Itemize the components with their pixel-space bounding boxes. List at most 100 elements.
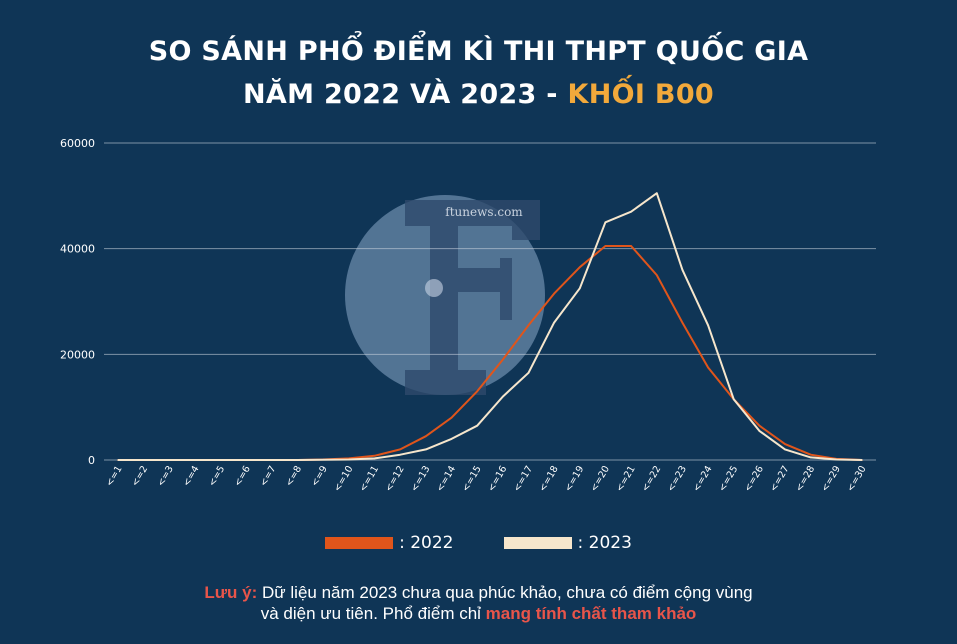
data-point-2023 (502, 395, 504, 398)
y-tick-label: 40000 (60, 243, 95, 256)
x-tick-label: <=10 (332, 464, 356, 494)
y-tick-label: 0 (88, 454, 95, 467)
data-point-2022 (399, 448, 402, 451)
note-label: Lưu ý: (204, 583, 258, 602)
series-line-2023 (118, 192, 863, 461)
x-tick-label: <=27 (768, 464, 792, 494)
data-point-2023 (784, 448, 786, 451)
legend-label-2022: : 2022 (399, 533, 454, 553)
data-point-2023 (707, 324, 709, 327)
x-tick-label: <=24 (691, 464, 715, 494)
data-point-2022 (373, 454, 376, 457)
data-point-2022 (681, 321, 684, 324)
x-tick-label: <=8 (284, 464, 305, 489)
x-tick-label: <=1 (104, 464, 125, 489)
data-point-2023 (322, 458, 325, 461)
x-tick-label: <=17 (512, 464, 536, 494)
data-point-2023 (835, 458, 838, 461)
x-tick-label: <=3 (155, 464, 176, 489)
data-point-2022 (758, 424, 761, 427)
data-point-2023 (630, 210, 632, 213)
data-point-2023 (681, 269, 684, 271)
x-tick-label: <=12 (383, 464, 407, 494)
x-axis: <=1 <=2 <=3 <=4 <=5 <=6 <=7 <=8 <=9 <=10 <=11 <=12 <… (104, 464, 869, 494)
data-point-2023 (655, 192, 658, 194)
data-point-2023 (399, 453, 402, 456)
legend-label-2023: : 2023 (577, 533, 632, 553)
x-tick-label: <=26 (742, 464, 766, 494)
data-point-2022 (476, 390, 478, 393)
x-tick-label: <=15 (460, 464, 484, 494)
y-tick-label: 60000 (60, 137, 95, 150)
x-tick-label: <=7 (258, 464, 279, 489)
data-point-2023 (476, 424, 478, 427)
series-lines (117, 192, 863, 461)
x-tick-label: <=20 (589, 464, 613, 494)
data-point-2022 (578, 266, 581, 268)
data-point-2023 (373, 457, 376, 460)
data-point-2023 (168, 459, 171, 461)
watermark-logo: ftunews.com (345, 195, 545, 395)
x-tick-label: <=5 (207, 464, 228, 489)
data-point-2023 (425, 448, 427, 451)
note-highlight: mang tính chất tham khảo (485, 604, 697, 623)
data-point-2023 (194, 459, 196, 461)
x-tick-label: <=30 (845, 464, 869, 494)
x-tick-label: <=22 (640, 464, 664, 494)
data-point-2022 (502, 358, 504, 361)
data-point-2022 (655, 274, 658, 276)
data-point-2023 (296, 459, 299, 461)
x-tick-label: <=2 (130, 464, 151, 489)
chart-title-line1: SO SÁNH PHỔ ĐIỂM KÌ THI THPT QUỐC GIA (148, 36, 809, 67)
data-point-2023 (527, 372, 530, 374)
data-point-2022 (425, 435, 427, 438)
data-point-2022 (450, 416, 453, 419)
data-point-2023 (758, 430, 761, 432)
x-tick-label: <=14 (435, 464, 459, 494)
data-point-2023 (219, 459, 222, 461)
data-point-2023 (604, 221, 607, 224)
y-tick-label: 20000 (60, 348, 95, 361)
title-highlight: KHỐI B00 (567, 79, 714, 110)
watermark-text: ftunews.com (445, 205, 523, 219)
note-text2: và diện ưu tiên. Phổ điểm chỉ (260, 604, 486, 623)
data-point-2023 (861, 459, 863, 461)
x-tick-label: <=28 (794, 464, 818, 494)
data-point-2022 (553, 292, 555, 295)
x-tick-label: <=9 (309, 464, 330, 489)
note-text1: Dữ liệu năm 2023 chưa qua phúc khảo, chư… (257, 583, 753, 602)
chart-title-line2: NĂM 2022 VÀ 2023 - KHỐI B00 (0, 79, 957, 110)
legend-item-2022: : 2022 (325, 533, 454, 553)
note-line2: và diện ưu tiên. Phổ điểm chỉ mang tính … (0, 603, 957, 624)
data-point-2023 (348, 458, 350, 461)
legend-item-2023: : 2023 (503, 533, 632, 553)
x-tick-label: <=6 (232, 464, 253, 489)
data-point-2022 (604, 245, 607, 247)
x-tick-label: <=23 (665, 464, 689, 494)
data-point-2023 (450, 438, 453, 440)
title-main: NĂM 2022 VÀ 2023 - (242, 79, 568, 110)
x-tick-label: <=19 (563, 464, 587, 494)
data-point-2023 (578, 287, 581, 290)
y-axis: 0 20000 40000 60000 (60, 137, 95, 467)
x-tick-label: <=11 (358, 464, 382, 494)
x-tick-label: <=29 (819, 464, 843, 494)
data-point-2023 (553, 321, 555, 324)
data-point-2023 (245, 459, 248, 461)
data-point-2022 (809, 453, 812, 456)
x-tick-label: <=13 (409, 464, 433, 494)
x-tick-label: <=18 (537, 464, 561, 494)
data-point-2022 (527, 324, 530, 327)
data-point-2022 (630, 245, 632, 247)
legend: : 2022 : 2023 (0, 533, 957, 553)
legend-swatch-2023 (503, 537, 572, 549)
x-tick-label: <=4 (181, 464, 202, 489)
x-tick-label: <=25 (717, 464, 741, 494)
data-point-2023 (732, 398, 735, 401)
data-point-2023 (142, 459, 145, 461)
x-tick-label: <=16 (486, 464, 510, 494)
data-point-2022 (707, 366, 709, 369)
data-point-2023 (809, 456, 812, 459)
legend-swatch-2022 (325, 537, 394, 549)
